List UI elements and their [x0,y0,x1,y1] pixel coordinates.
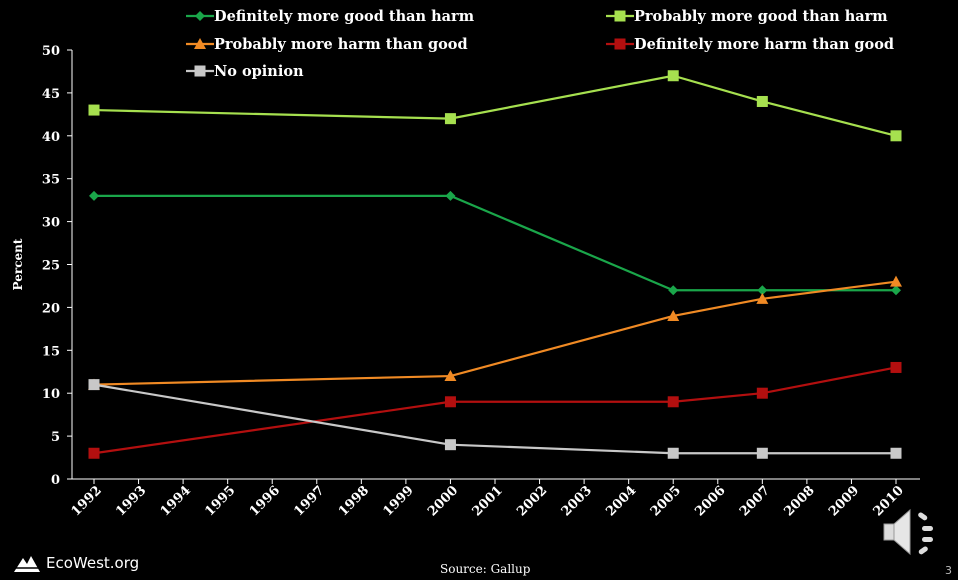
legend-marker [194,38,206,49]
x-tick-label: 2009 [826,483,862,519]
legend-item: Definitely more good than harm [186,8,475,25]
y-tick-label: 50 [42,44,60,59]
speaker-icon[interactable] [882,500,948,566]
legend-item: Definitely more harm than good [606,36,894,53]
data-point [756,447,768,459]
series-0 [89,190,901,296]
x-tick-label: 1994 [158,483,194,519]
data-point [890,130,902,142]
data-point [444,396,456,408]
series-line [93,383,896,455]
data-point [88,447,100,459]
data-point [88,379,100,391]
chart-legend: Definitely more good than harm Probably m… [186,8,894,80]
data-point [756,387,768,399]
y-tick-label: 35 [42,173,60,188]
mountain-icon [14,556,40,572]
data-point [667,447,679,459]
legend-item: Probably more harm than good [186,36,468,53]
data-point [444,113,456,125]
ecowest-logo: EcoWest.org [14,552,139,574]
y-tick-label: 10 [42,387,60,402]
data-point [890,275,902,287]
chart-axes [67,49,920,484]
y-tick-label: 20 [42,301,60,316]
data-point [757,285,768,296]
x-tick-label: 1993 [113,483,149,519]
page-number: 3 [945,564,952,577]
y-tick-label: 40 [42,130,60,145]
x-tick-label: 2002 [514,483,550,519]
legend-item: No opinion [186,63,304,80]
source-note: Source: Gallup [440,562,531,576]
y-axis-label: Percent [11,238,25,290]
legend-marker [194,65,206,77]
data-point [890,447,902,459]
x-tick-label: 1996 [247,483,283,519]
chart-series [88,70,902,459]
legend-label: Definitely more good than harm [214,8,475,25]
legend-marker [614,10,626,22]
data-point [756,95,768,107]
x-tick-label: 1998 [336,483,372,519]
series-1 [88,70,902,142]
series-2 [88,275,902,390]
x-tick-label: 1999 [381,483,417,519]
x-tick-label: 2001 [470,483,506,519]
x-tick-label: 2007 [737,483,773,519]
data-point [444,370,457,382]
x-tick-label: 1995 [202,483,238,519]
y-tick-label: 30 [42,216,60,231]
x-tick-label: 1992 [69,483,105,519]
y-tick-label: 25 [42,259,60,274]
data-point [668,285,679,296]
legend-label: Probably more good than harm [634,8,888,25]
x-tick-labels: 1992 1993 1994 1995 1996 1997 1998 1999 2000 2001… [69,483,907,519]
y-tick-label: 45 [42,87,60,102]
x-tick-label: 2006 [692,483,728,519]
x-tick-label: 1997 [291,483,327,519]
data-point [756,292,769,304]
data-point [88,104,100,116]
y-tick-labels: 0 5 10 15 20 25 30 35 40 45 50 [42,44,60,488]
logo-text: EcoWest.org [46,554,140,572]
data-point [89,190,99,201]
y-tick-label: 5 [51,430,60,445]
data-point [445,190,456,201]
x-tick-label: 2005 [648,483,684,519]
series-line [94,194,896,292]
series-line [93,366,897,455]
series-line [93,280,897,386]
series-3 [88,361,902,459]
series-4 [88,379,902,459]
y-tick-label: 15 [42,344,60,359]
data-point [891,285,901,296]
data-point [890,361,902,373]
x-tick-label: 2004 [603,483,639,519]
data-point [667,70,679,82]
legend-label: Definitely more harm than good [634,36,894,53]
data-point [667,309,680,321]
legend-item: Probably more good than harm [606,8,888,25]
x-tick-label: 2003 [559,483,595,519]
data-point [667,396,679,408]
series-line [93,74,897,137]
x-tick-label: 2008 [782,483,818,519]
legend-marker [195,11,205,21]
legend-marker [614,38,626,50]
x-tick-label: 2000 [425,483,461,519]
legend-label: Probably more harm than good [214,36,468,53]
data-point [444,439,456,451]
y-tick-label: 0 [51,473,60,488]
legend-label: No opinion [214,63,304,80]
